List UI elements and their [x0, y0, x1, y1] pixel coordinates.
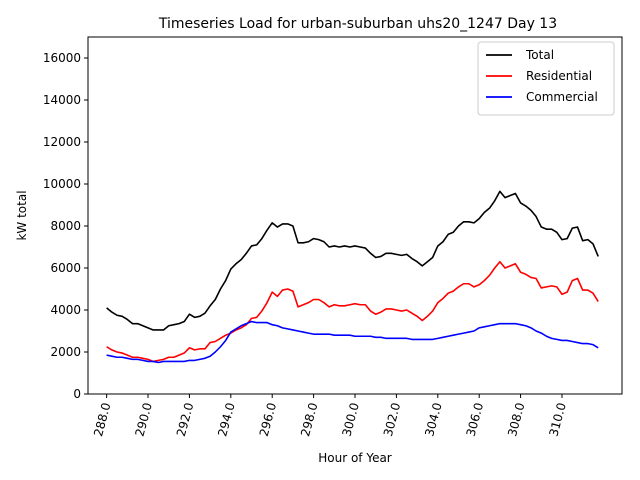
x-tick-label: 304.0 — [422, 401, 444, 438]
y-tick-label: 6000 — [50, 261, 81, 275]
x-tick-label: 292.0 — [174, 401, 196, 438]
series-line-residential — [106, 260, 599, 363]
y-tick-label: 10000 — [43, 177, 81, 191]
y-tick-label: 16000 — [43, 51, 81, 65]
legend: Total Residential Commercial — [477, 41, 615, 116]
chart-title: Timeseries Load for urban-suburban uhs20… — [158, 16, 557, 32]
legend-label-residential: Residential — [526, 69, 592, 83]
x-tick-label: 288.0 — [91, 401, 113, 438]
series-line-total — [106, 190, 599, 331]
x-tick-label: 298.0 — [298, 401, 320, 438]
x-tick-label: 296.0 — [257, 401, 279, 438]
y-tick-label: 0 — [73, 387, 81, 401]
y-tick-label: 4000 — [50, 303, 81, 317]
x-tick-label: 294.0 — [215, 401, 237, 438]
x-tick-label: 302.0 — [381, 401, 403, 438]
legend-label-total: Total — [525, 48, 554, 62]
y-tick-label: 14000 — [43, 93, 81, 107]
y-tick-label: 8000 — [50, 219, 81, 233]
y-axis-title: kW total — [15, 190, 29, 240]
x-tick-label: 308.0 — [505, 401, 527, 438]
y-tick-label: 12000 — [43, 135, 81, 149]
x-tick-label: 306.0 — [464, 401, 486, 438]
legend-label-commercial: Commercial — [526, 90, 598, 104]
y-tick-label: 2000 — [50, 345, 81, 359]
series-line-commercial — [106, 320, 599, 364]
x-axis-title: Hour of Year — [318, 451, 392, 465]
x-tick-label: 300.0 — [339, 401, 361, 438]
x-axis: 288.0 290.0 292.0 294.0 296.0 298.0 300.0 302.0… — [91, 394, 569, 438]
y-axis: 0 2000 4000 6000 8000 10000 12000 14000 16000 — [43, 51, 88, 401]
series-layer — [106, 190, 599, 364]
x-tick-label: 290.0 — [133, 401, 155, 438]
x-tick-label: 310.0 — [546, 401, 568, 438]
